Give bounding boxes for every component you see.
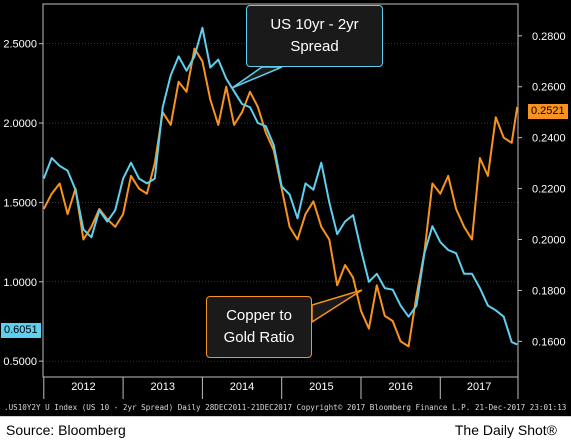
left-tick-label: 1.0000 <box>3 277 37 289</box>
last-value-tag-orange: 0.2521 <box>528 104 568 119</box>
left-tick-label: 2.5000 <box>3 39 37 51</box>
x-tick-label: 2013 <box>150 381 174 393</box>
callout-blue-annotation: US 10yr - 2yr Spread <box>246 5 383 67</box>
chart-frame <box>39 3 522 399</box>
left-tick-label: 1.5000 <box>3 197 37 209</box>
right-tick-label: 0.2000 <box>532 235 566 247</box>
callout-orange-annotation: Copper to Gold Ratio <box>206 296 312 358</box>
chart-area: 0.5000 1.0000 1.5000 2.0000 2.5000 0.1600 0.18… <box>0 0 571 400</box>
series-layer <box>42 26 519 348</box>
x-tick-label: 2012 <box>71 381 95 393</box>
last-value-tag-blue: 0.6051 <box>1 323 41 338</box>
right-tick-label: 0.2600 <box>532 82 566 94</box>
x-tick-label: 2016 <box>388 381 412 393</box>
x-tick-label: 2015 <box>309 381 333 393</box>
callout-orange-pointer <box>311 289 363 324</box>
credit-label: The Daily Shot® <box>454 422 557 438</box>
source-label: Source: Bloomberg <box>6 422 126 438</box>
series-line-spread <box>42 26 518 346</box>
right-tick-label: 0.2200 <box>532 184 566 196</box>
callout-blue-pointer <box>231 66 283 89</box>
callout-pointers <box>231 66 363 324</box>
left-tick-label: 2.0000 <box>3 118 37 130</box>
tick-labels: 0.5000 1.0000 1.5000 2.0000 2.5000 0.1600 0.18… <box>3 31 565 393</box>
right-tick-label: 0.2400 <box>532 133 566 145</box>
series-line-copper-gold <box>42 47 519 348</box>
callout-blue-text: US 10yr - 2yr Spread <box>270 16 359 55</box>
right-tick-label: 0.2800 <box>532 31 566 43</box>
chart-svg: 0.5000 1.0000 1.5000 2.0000 2.5000 0.1600 0.18… <box>3 3 566 399</box>
right-tick-label: 0.1800 <box>532 285 566 297</box>
callout-orange-text: Copper to Gold Ratio <box>223 307 295 346</box>
x-tick-label: 2014 <box>230 381 254 393</box>
footer: Source: Bloomberg The Daily Shot® <box>0 416 571 445</box>
left-tick-label: 0.5000 <box>3 356 37 368</box>
bloomberg-caption: .US10Y2Y U Index (US 10 - 2yr Spread) Da… <box>0 400 571 416</box>
x-tick-label: 2017 <box>467 381 491 393</box>
right-tick-label: 0.1600 <box>532 336 566 348</box>
plot-border <box>42 3 519 378</box>
